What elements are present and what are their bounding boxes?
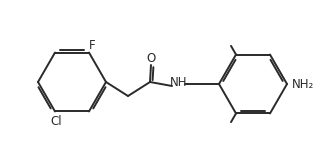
Text: F: F (89, 39, 95, 52)
Text: NH₂: NH₂ (292, 78, 314, 91)
Text: Cl: Cl (50, 115, 62, 128)
Text: O: O (146, 51, 156, 64)
Text: NH: NH (170, 75, 188, 89)
